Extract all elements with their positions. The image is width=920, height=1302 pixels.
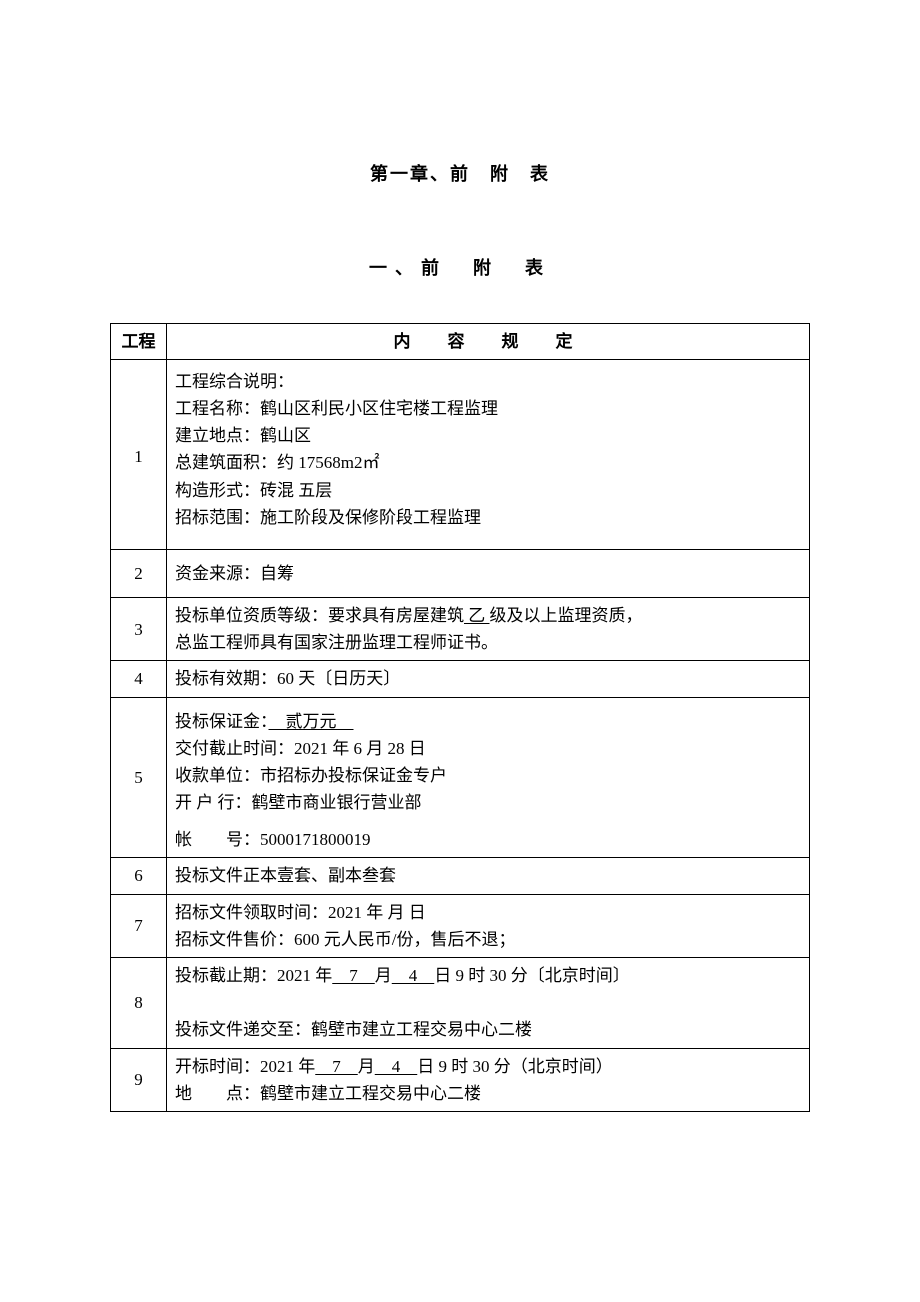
underline-text: 7 bbox=[332, 966, 375, 985]
row-content: 工程综合说明： 工程名称：鹤山区利民小区住宅楼工程监理 建立地点：鹤山区 总建筑… bbox=[167, 359, 810, 549]
row-content: 投标文件正本壹套、副本叁套 bbox=[167, 858, 810, 894]
row-num: 1 bbox=[111, 359, 167, 549]
section-title: 一、前 附 表 bbox=[110, 254, 810, 283]
table-row: 1 工程综合说明： 工程名称：鹤山区利民小区住宅楼工程监理 建立地点：鹤山区 总… bbox=[111, 359, 810, 549]
text-line: 总监工程师具有国家注册监理工程师证书。 bbox=[175, 633, 498, 652]
row-num: 4 bbox=[111, 661, 167, 697]
text-line: 总建筑面积：约 17568m2㎡ bbox=[175, 453, 379, 472]
header-col2: 内 容 规 定 bbox=[167, 323, 810, 359]
row-num: 6 bbox=[111, 858, 167, 894]
table-header-row: 工程 内 容 规 定 bbox=[111, 323, 810, 359]
row-num: 2 bbox=[111, 549, 167, 597]
table-row: 4 投标有效期：60 天〔日历天〕 bbox=[111, 661, 810, 697]
table-row: 7 招标文件领取时间：2021 年 月 日 招标文件售价：600 元人民币/份，… bbox=[111, 894, 810, 957]
underline-text: 4 bbox=[392, 966, 435, 985]
text-line: 地 点：鹤壁市建立工程交易中心二楼 bbox=[175, 1084, 481, 1103]
text-segment: 日 9 时 30 分〔北京时间〕 bbox=[434, 966, 630, 985]
text-line: 交付截止时间：2021 年 6 月 28 日 bbox=[175, 739, 426, 758]
row-num: 8 bbox=[111, 958, 167, 1049]
text-line: 工程综合说明： bbox=[175, 372, 294, 391]
text-line: 投标文件递交至：鹤壁市建立工程交易中心二楼 bbox=[175, 1020, 532, 1039]
row-content: 投标单位资质等级：要求具有房屋建筑 乙 级及以上监理资质， 总监工程师具有国家注… bbox=[167, 597, 810, 660]
text-line: 工程名称：鹤山区利民小区住宅楼工程监理 bbox=[175, 399, 498, 418]
row-content: 招标文件领取时间：2021 年 月 日 招标文件售价：600 元人民币/份，售后… bbox=[167, 894, 810, 957]
text-line: 建立地点：鹤山区 bbox=[175, 426, 311, 445]
text-line: 帐 号：5000171800019 bbox=[175, 830, 371, 849]
row-content: 开标时间：2021 年 7 月 4 日 9 时 30 分（北京时间） 地 点：鹤… bbox=[167, 1048, 810, 1111]
row-num: 9 bbox=[111, 1048, 167, 1111]
text-line: 构造形式：砖混 五层 bbox=[175, 481, 332, 500]
chapter-title: 第一章、前 附 表 bbox=[110, 160, 810, 189]
text-segment: 开标时间：2021 年 bbox=[175, 1057, 315, 1076]
table-row: 6 投标文件正本壹套、副本叁套 bbox=[111, 858, 810, 894]
text-segment: 投标截止期：2021 年 bbox=[175, 966, 332, 985]
row-content: 资金来源：自筹 bbox=[167, 549, 810, 597]
text-line: 收款单位：市招标办投标保证金专户 bbox=[175, 766, 447, 785]
text-segment: 级及以上监理资质， bbox=[490, 606, 643, 625]
text-line: 招标文件领取时间：2021 年 月 日 bbox=[175, 903, 426, 922]
row-num: 7 bbox=[111, 894, 167, 957]
text-line: 开 户 行：鹤壁市商业银行营业部 bbox=[175, 793, 422, 812]
table-row: 3 投标单位资质等级：要求具有房屋建筑 乙 级及以上监理资质， 总监工程师具有国… bbox=[111, 597, 810, 660]
spacer bbox=[175, 816, 801, 826]
table-row: 2 资金来源：自筹 bbox=[111, 549, 810, 597]
header-col1: 工程 bbox=[111, 323, 167, 359]
row-content: 投标保证金： 贰万元 交付截止时间：2021 年 6 月 28 日 收款单位：市… bbox=[167, 697, 810, 858]
row-num: 3 bbox=[111, 597, 167, 660]
row-content: 投标截止期：2021 年 7 月 4 日 9 时 30 分〔北京时间〕 投标文件… bbox=[167, 958, 810, 1049]
text-segment: 投标保证金： bbox=[175, 712, 269, 731]
underline-text: 乙 bbox=[464, 606, 490, 625]
underline-text: 4 bbox=[375, 1057, 418, 1076]
table-row: 5 投标保证金： 贰万元 交付截止时间：2021 年 6 月 28 日 收款单位… bbox=[111, 697, 810, 858]
table-row: 9 开标时间：2021 年 7 月 4 日 9 时 30 分（北京时间） 地 点… bbox=[111, 1048, 810, 1111]
underline-text: 贰万元 bbox=[269, 712, 354, 731]
row-content: 投标有效期：60 天〔日历天〕 bbox=[167, 661, 810, 697]
text-segment: 投标单位资质等级：要求具有房屋建筑 bbox=[175, 606, 464, 625]
text-segment: 月 bbox=[375, 966, 392, 985]
table-row: 8 投标截止期：2021 年 7 月 4 日 9 时 30 分〔北京时间〕 投标… bbox=[111, 958, 810, 1049]
text-line: 招标文件售价：600 元人民币/份，售后不退； bbox=[175, 930, 515, 949]
underline-text: 7 bbox=[315, 1057, 358, 1076]
text-segment: 日 9 时 30 分（北京时间） bbox=[417, 1057, 613, 1076]
text-line: 招标范围：施工阶段及保修阶段工程监理 bbox=[175, 508, 481, 527]
row-num: 5 bbox=[111, 697, 167, 858]
text-segment: 月 bbox=[358, 1057, 375, 1076]
appendix-table: 工程 内 容 规 定 1 工程综合说明： 工程名称：鹤山区利民小区住宅楼工程监理… bbox=[110, 323, 810, 1112]
